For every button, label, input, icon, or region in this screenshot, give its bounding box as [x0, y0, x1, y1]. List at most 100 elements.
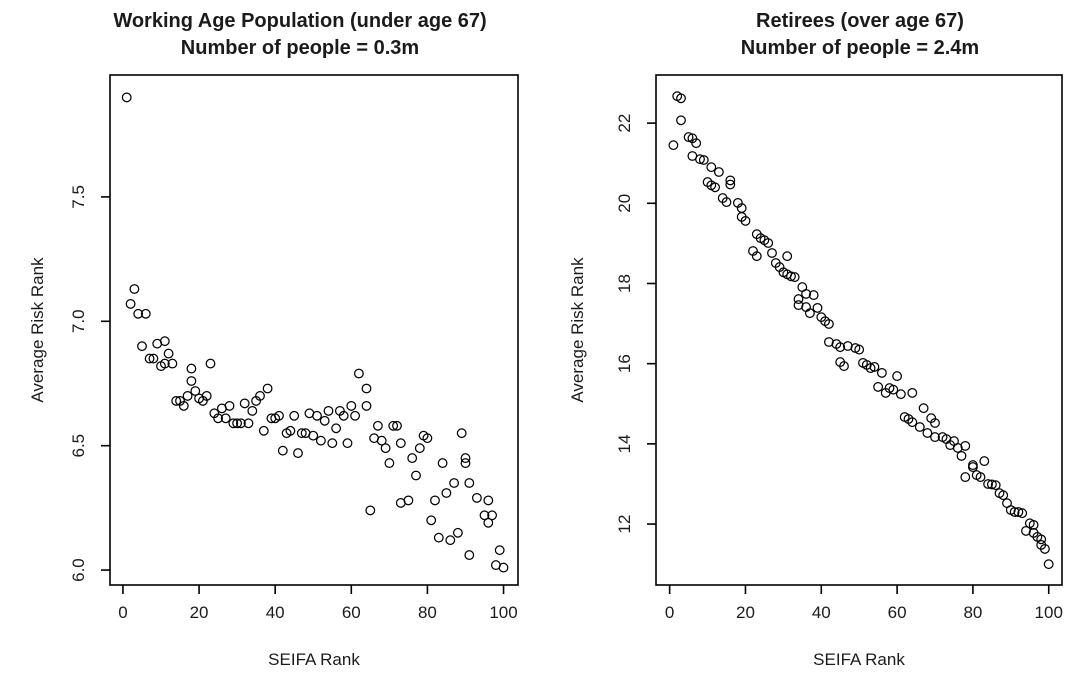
plot-box	[655, 74, 1063, 586]
data-point	[327, 438, 338, 449]
chart-title-line2: Number of people = 0.3m	[180, 37, 420, 59]
data-point	[388, 420, 399, 431]
data-point	[220, 413, 231, 424]
y-tick-label: 22	[615, 114, 634, 133]
x-axis-label: SEIFA Rank	[813, 650, 905, 669]
data-point	[365, 505, 376, 516]
data-point	[839, 361, 849, 372]
data-point	[1009, 507, 1020, 517]
data-point	[422, 433, 433, 444]
data-point	[854, 344, 865, 355]
data-point	[456, 428, 467, 439]
data-point	[159, 358, 170, 369]
data-point	[163, 348, 174, 359]
data-point	[782, 251, 793, 262]
data-point	[338, 410, 349, 421]
x-tick-label: 80	[418, 603, 437, 622]
data-point	[140, 308, 151, 319]
data-point	[801, 288, 812, 299]
data-point	[789, 272, 800, 283]
chart-title-line1: Working Age Population (under age 67)	[113, 10, 487, 32]
data-point	[258, 425, 269, 436]
data-point	[713, 167, 724, 177]
data-point	[361, 383, 372, 394]
data-point	[323, 405, 334, 416]
x-axis-label: SEIFA Rank	[268, 650, 360, 669]
data-point	[384, 458, 395, 469]
data-point	[907, 417, 918, 428]
data-point	[331, 423, 342, 434]
data-point	[437, 458, 448, 469]
data-point	[676, 115, 686, 126]
y-axis-label: Average Risk Rank	[28, 257, 47, 403]
data-point	[740, 215, 751, 226]
y-tick-label: 7.0	[69, 309, 88, 333]
x-tick-label: 0	[665, 603, 674, 622]
x-tick-label: 60	[342, 603, 361, 622]
chart-working-age: Working Age Population (under age 67) Nu…	[28, 10, 519, 669]
data-point	[232, 418, 243, 429]
y-tick-label: 12	[615, 515, 634, 534]
data-point	[186, 363, 197, 374]
chart-title-working-age: Working Age Population (under age 67) Nu…	[30, 8, 570, 62]
data-point	[464, 478, 475, 488]
data-point	[274, 410, 284, 421]
x-tick-label: 40	[266, 603, 285, 622]
data-point	[952, 442, 963, 453]
data-point	[308, 430, 319, 441]
data-point	[376, 435, 387, 446]
data-point	[983, 479, 994, 489]
data-point	[262, 383, 273, 394]
data-point	[144, 353, 155, 364]
data-point	[353, 368, 364, 379]
data-point	[213, 413, 224, 424]
data-point	[960, 472, 971, 483]
data-point	[892, 371, 903, 382]
data-point	[243, 418, 254, 429]
data-point	[823, 319, 834, 329]
data-point	[804, 308, 815, 319]
data-point	[698, 155, 709, 165]
scatter-plot-working-age: 0 20 40 60 80 100 6.0 6.5 7.0 7.5	[69, 74, 519, 622]
y-tick-label: 6.0	[69, 558, 88, 582]
x-tick-label: 60	[888, 603, 907, 622]
data-point	[706, 162, 717, 173]
data-point	[205, 358, 216, 369]
data-point	[255, 390, 265, 401]
data-point	[695, 154, 705, 165]
data-point	[441, 488, 452, 498]
data-point	[907, 387, 918, 398]
data-point	[876, 367, 887, 378]
data-point	[407, 453, 418, 464]
data-point	[296, 428, 307, 439]
data-point	[342, 438, 353, 449]
x-tick-label: 0	[118, 603, 127, 622]
data-point	[494, 545, 505, 556]
data-point	[148, 353, 159, 364]
data-point	[380, 443, 391, 454]
data-point	[471, 492, 482, 503]
data-point	[159, 336, 170, 347]
data-point	[395, 438, 406, 449]
data-point	[751, 251, 762, 262]
data-point	[930, 418, 940, 428]
chart-title-line2: Number of people = 2.4m	[740, 37, 980, 59]
data-point	[487, 510, 498, 521]
y-axis-label: Average Risk Rank	[568, 257, 587, 403]
data-point	[346, 400, 357, 411]
data-point	[895, 389, 906, 400]
data-point	[869, 361, 880, 372]
data-point	[228, 418, 239, 429]
scatter-plot-retirees: 0 20 40 60 80 100 12 14 16 18 20 22	[615, 74, 1063, 622]
data-point	[676, 93, 686, 104]
data-point	[888, 384, 899, 395]
data-point	[361, 400, 372, 411]
y-tick-label: 18	[615, 274, 634, 293]
data-point	[725, 175, 736, 186]
data-point	[998, 490, 1009, 501]
data-point	[452, 527, 463, 538]
data-point	[918, 403, 929, 414]
data-point	[767, 248, 777, 258]
data-point	[812, 302, 823, 313]
